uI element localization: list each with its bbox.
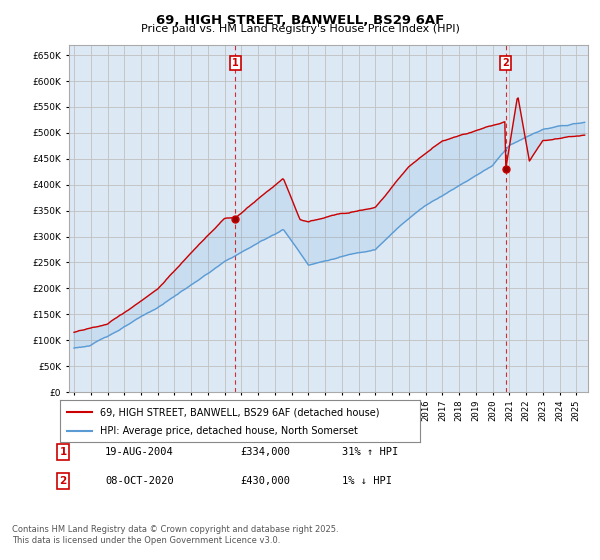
Text: Contains HM Land Registry data © Crown copyright and database right 2025.
This d: Contains HM Land Registry data © Crown c…: [12, 525, 338, 545]
Text: HPI: Average price, detached house, North Somerset: HPI: Average price, detached house, Nort…: [100, 426, 358, 436]
Text: 2: 2: [59, 476, 67, 486]
Text: 2: 2: [502, 58, 509, 68]
Text: Price paid vs. HM Land Registry's House Price Index (HPI): Price paid vs. HM Land Registry's House …: [140, 24, 460, 34]
Text: 1% ↓ HPI: 1% ↓ HPI: [342, 476, 392, 486]
Text: £334,000: £334,000: [240, 447, 290, 457]
Text: 69, HIGH STREET, BANWELL, BS29 6AF (detached house): 69, HIGH STREET, BANWELL, BS29 6AF (deta…: [100, 407, 379, 417]
Text: 08-OCT-2020: 08-OCT-2020: [105, 476, 174, 486]
Text: 69, HIGH STREET, BANWELL, BS29 6AF: 69, HIGH STREET, BANWELL, BS29 6AF: [156, 14, 444, 27]
Text: 19-AUG-2004: 19-AUG-2004: [105, 447, 174, 457]
Text: 31% ↑ HPI: 31% ↑ HPI: [342, 447, 398, 457]
Text: 1: 1: [232, 58, 239, 68]
Text: 1: 1: [59, 447, 67, 457]
Text: £430,000: £430,000: [240, 476, 290, 486]
